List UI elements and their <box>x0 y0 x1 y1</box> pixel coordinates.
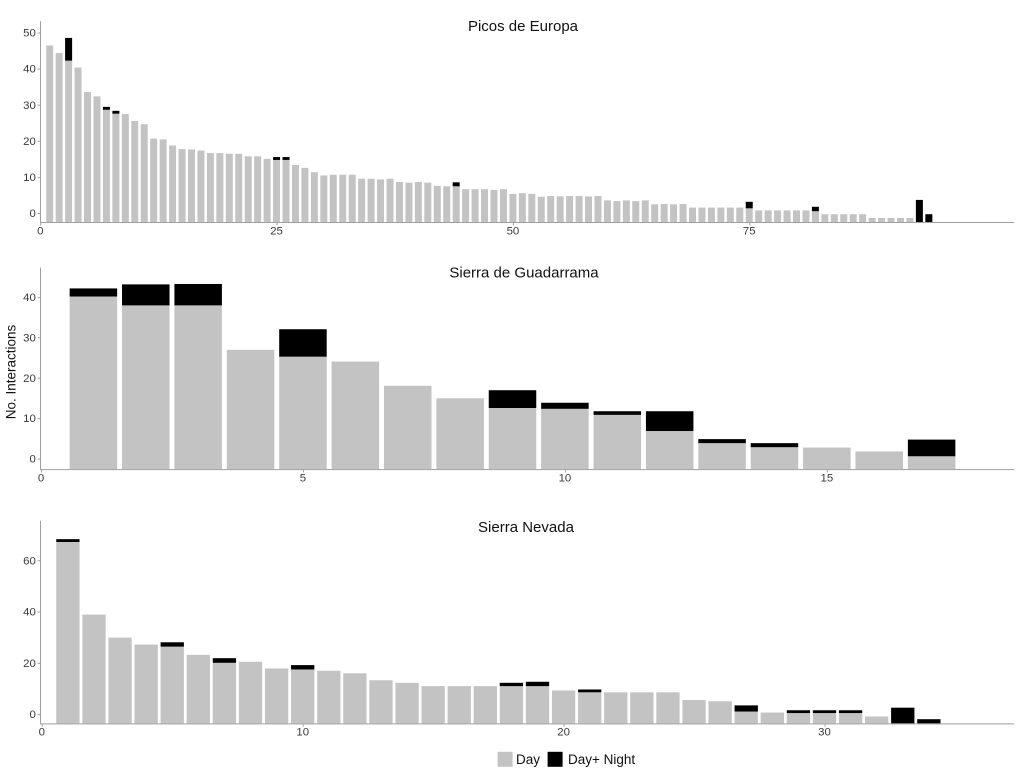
svg-text:10: 10 <box>23 172 36 184</box>
svg-text:50: 50 <box>507 225 520 237</box>
svg-text:Sierra de Guadarrama: Sierra de Guadarrama <box>449 264 599 281</box>
svg-text:20: 20 <box>23 373 36 385</box>
svg-text:30: 30 <box>23 332 36 344</box>
svg-text:30: 30 <box>23 100 36 112</box>
svg-text:25: 25 <box>270 225 283 237</box>
svg-text:75: 75 <box>743 225 756 237</box>
svg-text:40: 40 <box>23 607 36 619</box>
svg-text:0: 0 <box>39 727 45 739</box>
svg-text:0: 0 <box>29 709 35 721</box>
svg-text:10: 10 <box>296 727 309 739</box>
svg-text:30: 30 <box>818 727 831 739</box>
svg-text:0: 0 <box>29 454 35 466</box>
svg-text:20: 20 <box>23 658 36 670</box>
svg-text:50: 50 <box>23 28 36 40</box>
svg-text:20: 20 <box>557 727 570 739</box>
svg-text:Day+ Night: Day+ Night <box>568 752 635 767</box>
svg-text:10: 10 <box>23 413 36 425</box>
svg-text:40: 40 <box>23 292 36 304</box>
svg-text:Sierra Nevada: Sierra Nevada <box>478 519 575 536</box>
svg-text:0: 0 <box>37 225 43 237</box>
svg-text:0: 0 <box>29 208 35 220</box>
svg-text:15: 15 <box>821 473 834 485</box>
svg-text:60: 60 <box>23 555 36 567</box>
svg-text:40: 40 <box>23 64 36 76</box>
svg-text:0: 0 <box>38 473 44 485</box>
svg-text:5: 5 <box>300 473 306 485</box>
svg-text:No. Interactions: No. Interactions <box>3 324 18 419</box>
svg-text:20: 20 <box>23 136 36 148</box>
svg-text:10: 10 <box>559 473 572 485</box>
svg-text:Day: Day <box>516 752 540 767</box>
svg-text:Picos de Europa: Picos de Europa <box>468 18 579 35</box>
